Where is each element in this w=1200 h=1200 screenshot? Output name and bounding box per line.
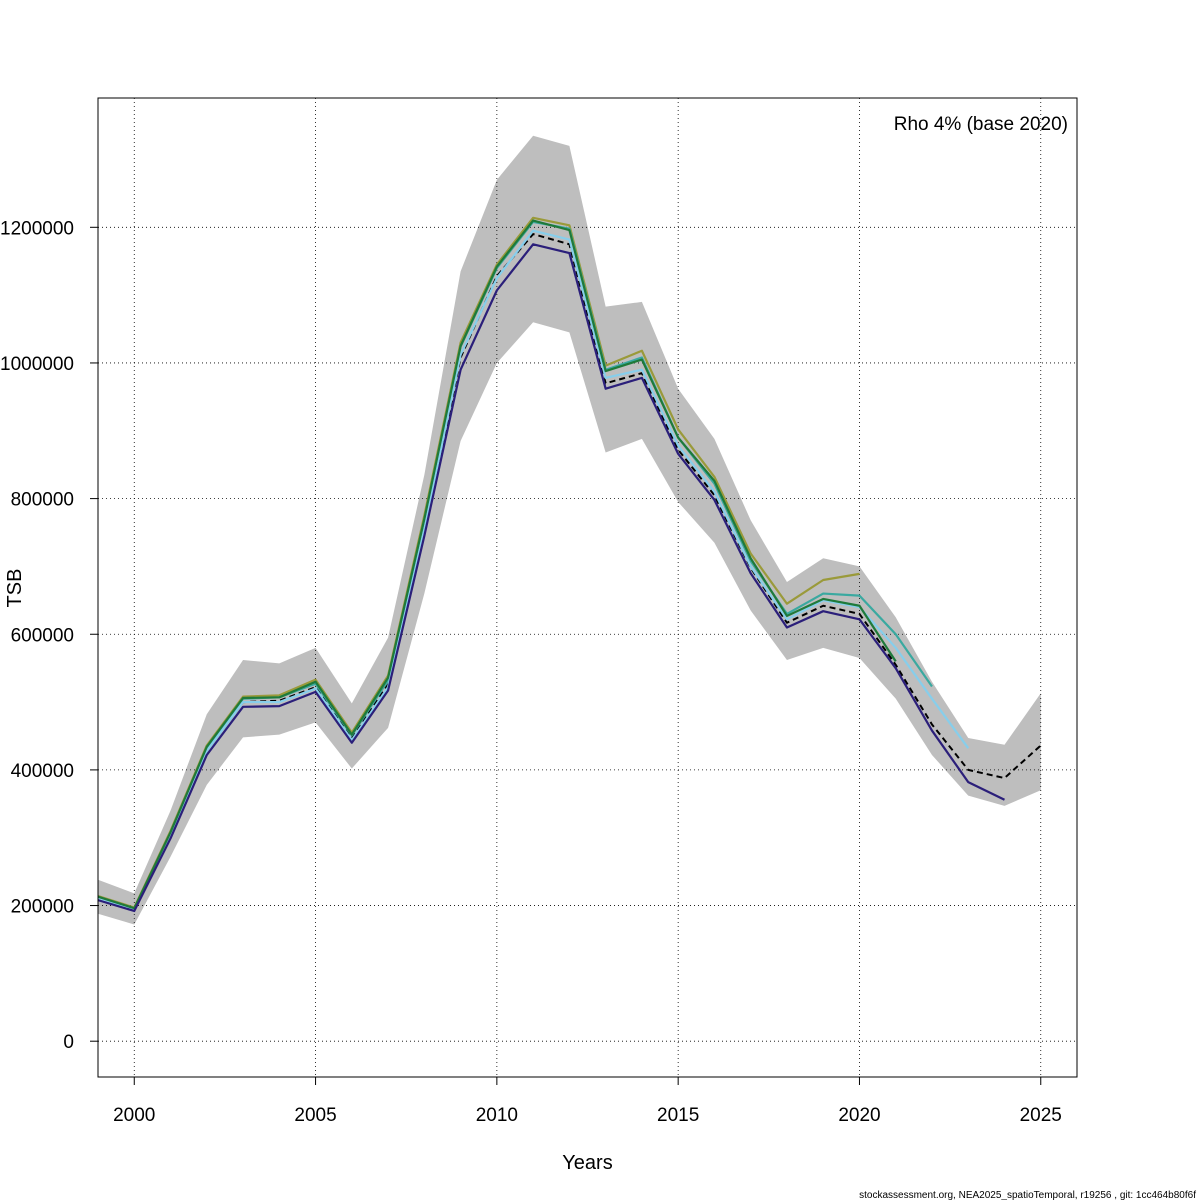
y-tick-label: 800000 xyxy=(11,490,74,511)
y-tick-label: 600000 xyxy=(11,625,74,646)
y-axis-title: TSB xyxy=(4,569,26,608)
series-line-3 xyxy=(97,229,970,911)
y-tick-label: 1200000 xyxy=(0,218,74,239)
x-tick-label: 2000 xyxy=(113,1105,155,1126)
legend-label: Rho 4% (base 2020) xyxy=(894,114,1068,135)
y-tick-label: 400000 xyxy=(11,761,74,782)
plot-frame xyxy=(97,97,1078,1078)
series-line-5 xyxy=(97,243,1005,913)
x-tick-label: 2005 xyxy=(294,1105,336,1126)
x-tick-label: 2015 xyxy=(657,1105,699,1126)
confidence-band xyxy=(98,135,1041,925)
series-line-4 xyxy=(97,219,897,910)
y-tick-label: 1000000 xyxy=(0,354,74,375)
x-axis-title: Years xyxy=(562,1152,612,1174)
y-tick-label: 200000 xyxy=(11,897,74,918)
x-tick-label: 2010 xyxy=(476,1105,518,1126)
y-tick-label: 0 xyxy=(63,1032,74,1053)
x-tick-label: 2020 xyxy=(838,1105,880,1126)
footer-note: stockassessment.org, NEA2025_spatioTempo… xyxy=(859,1190,1196,1200)
x-tick-label: 2025 xyxy=(1020,1105,1062,1126)
